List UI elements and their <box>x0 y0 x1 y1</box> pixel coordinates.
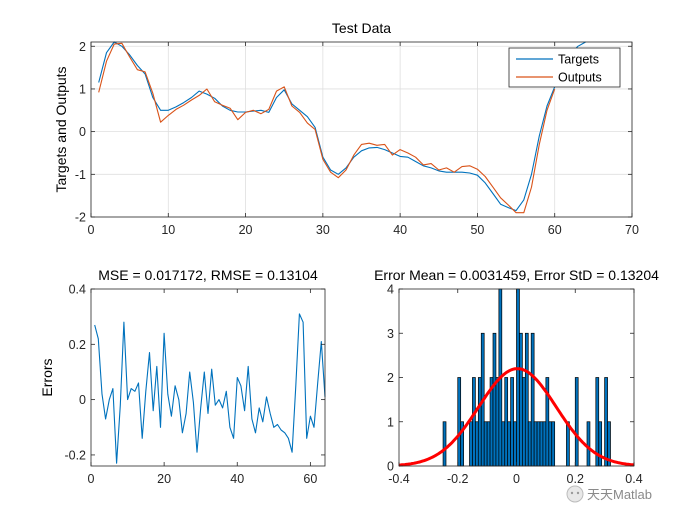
errors-plot: 0 20 40 60-0.200.20.4 MSE = 0.017172, RMSE … <box>39 267 326 486</box>
x-tick-label: 20 <box>239 223 253 237</box>
watermark-text: 天天Matlab <box>587 487 652 502</box>
y-tick-label: 1 <box>79 82 86 96</box>
histogram-bar <box>524 332 529 467</box>
y-tick-label: 4 <box>387 283 394 297</box>
histogram-bar <box>472 377 476 467</box>
y-tick-label: 0.2 <box>69 338 86 352</box>
histogram-bar <box>548 421 553 467</box>
histogram-bar <box>469 421 473 467</box>
histogram-bar <box>530 332 535 467</box>
errors-title: MSE = 0.017172, RMSE = 0.13104 <box>98 267 318 283</box>
x-tick-label: -0.2 <box>447 472 469 486</box>
histogram-bar <box>551 421 556 467</box>
histogram-ticks: -0.4 -0.2 0 0.2 0.4 0 1 2 3 4 <box>387 283 643 487</box>
y-tick-label: 0 <box>79 393 86 407</box>
test-data-ylabel: Targets and Outputs <box>53 66 69 192</box>
outputs-line <box>98 42 556 214</box>
legend-outputs-label: Outputs <box>558 71 602 85</box>
x-tick-label: 0 <box>513 472 520 486</box>
x-tick-label: 0 <box>88 223 95 237</box>
legend: Targets Outputs <box>508 47 621 88</box>
error-histogram: -0.4 -0.2 0 0.2 0.4 0 1 2 3 4 Error Mean = 0.0031… <box>374 267 659 486</box>
histogram-bar <box>486 421 491 467</box>
x-tick-label: 70 <box>625 223 639 237</box>
histogram-bar <box>527 421 532 467</box>
histogram-bar <box>501 421 506 467</box>
y-tick-label: 2 <box>79 40 86 54</box>
histogram-bar <box>598 421 603 467</box>
y-tick-label: 2 <box>387 371 394 385</box>
histogram-bar <box>442 421 447 467</box>
errors-series <box>94 313 326 464</box>
x-tick-label: 60 <box>548 223 562 237</box>
histogram-bar <box>586 421 591 467</box>
watermark-logo-icon <box>566 485 584 503</box>
normal-fit-curve <box>398 367 635 467</box>
histogram-bar <box>516 288 520 467</box>
x-tick-label: -0.4 <box>388 472 410 486</box>
histogram-bar <box>604 377 608 467</box>
histogram-bar <box>519 332 523 467</box>
histogram-bar <box>574 377 579 467</box>
x-tick-label: 0.4 <box>625 472 642 486</box>
x-tick-label: 0 <box>88 472 95 486</box>
x-tick-label: 40 <box>393 223 407 237</box>
histogram-bar <box>492 332 497 467</box>
test-data-title: Test Data <box>332 20 391 36</box>
test-data-ticks: 0 10 20 30 40 50 60 70 -2 -1 0 1 2 <box>75 40 639 237</box>
histogram-bar <box>507 421 511 467</box>
errors-ticks: 0 20 40 60-0.200.20.4 <box>64 283 325 486</box>
histogram-bar <box>513 421 517 467</box>
histogram-bar <box>475 421 479 467</box>
x-tick-label: 0.2 <box>567 472 584 486</box>
x-tick-label: 50 <box>470 223 484 237</box>
legend-box <box>508 47 621 88</box>
test-data-series <box>98 41 586 214</box>
histogram-title: Error Mean = 0.0031459, Error StD = 0.13… <box>374 267 659 283</box>
histogram-bar <box>504 377 509 467</box>
histogram-bar <box>483 421 488 467</box>
watermark: 天天Matlab <box>566 485 652 503</box>
y-tick-label: 0.4 <box>69 283 86 297</box>
histogram-bar <box>457 377 462 467</box>
histogram-bar <box>566 421 570 467</box>
histogram-bar <box>533 421 538 467</box>
histogram-bar <box>542 421 547 467</box>
x-tick-label: 10 <box>161 223 175 237</box>
histogram-bar <box>510 377 514 467</box>
histogram-bars <box>442 288 611 467</box>
histogram-bar <box>539 421 544 467</box>
errors-ylabel: Errors <box>39 358 55 396</box>
histogram-bar <box>495 377 500 467</box>
y-tick-label: 0 <box>79 125 86 139</box>
x-tick-label: 60 <box>303 472 317 486</box>
y-tick-label: 3 <box>387 327 394 341</box>
histogram-bar <box>477 377 482 467</box>
errors-line <box>94 313 326 464</box>
x-tick-label: 20 <box>157 472 171 486</box>
legend-targets-label: Targets <box>558 53 599 67</box>
y-tick-label: -0.2 <box>64 448 86 462</box>
test-data-axes-box <box>90 41 633 218</box>
errors-axes-box <box>90 288 326 467</box>
y-tick-label: -2 <box>75 211 86 225</box>
x-tick-label: 40 <box>230 472 244 486</box>
x-tick-label: 30 <box>316 223 330 237</box>
targets-line <box>98 41 586 212</box>
histogram-bar <box>536 421 541 467</box>
y-tick-label: -1 <box>75 168 86 182</box>
histogram-bar <box>522 377 526 467</box>
y-tick-label: 1 <box>387 415 394 429</box>
test-data-plot: 0 10 20 30 40 50 60 70 -2 -1 0 1 2 Test Data Targets… <box>53 20 639 237</box>
normal-fit-curve-group <box>398 367 635 467</box>
y-tick-label: 0 <box>387 460 394 474</box>
